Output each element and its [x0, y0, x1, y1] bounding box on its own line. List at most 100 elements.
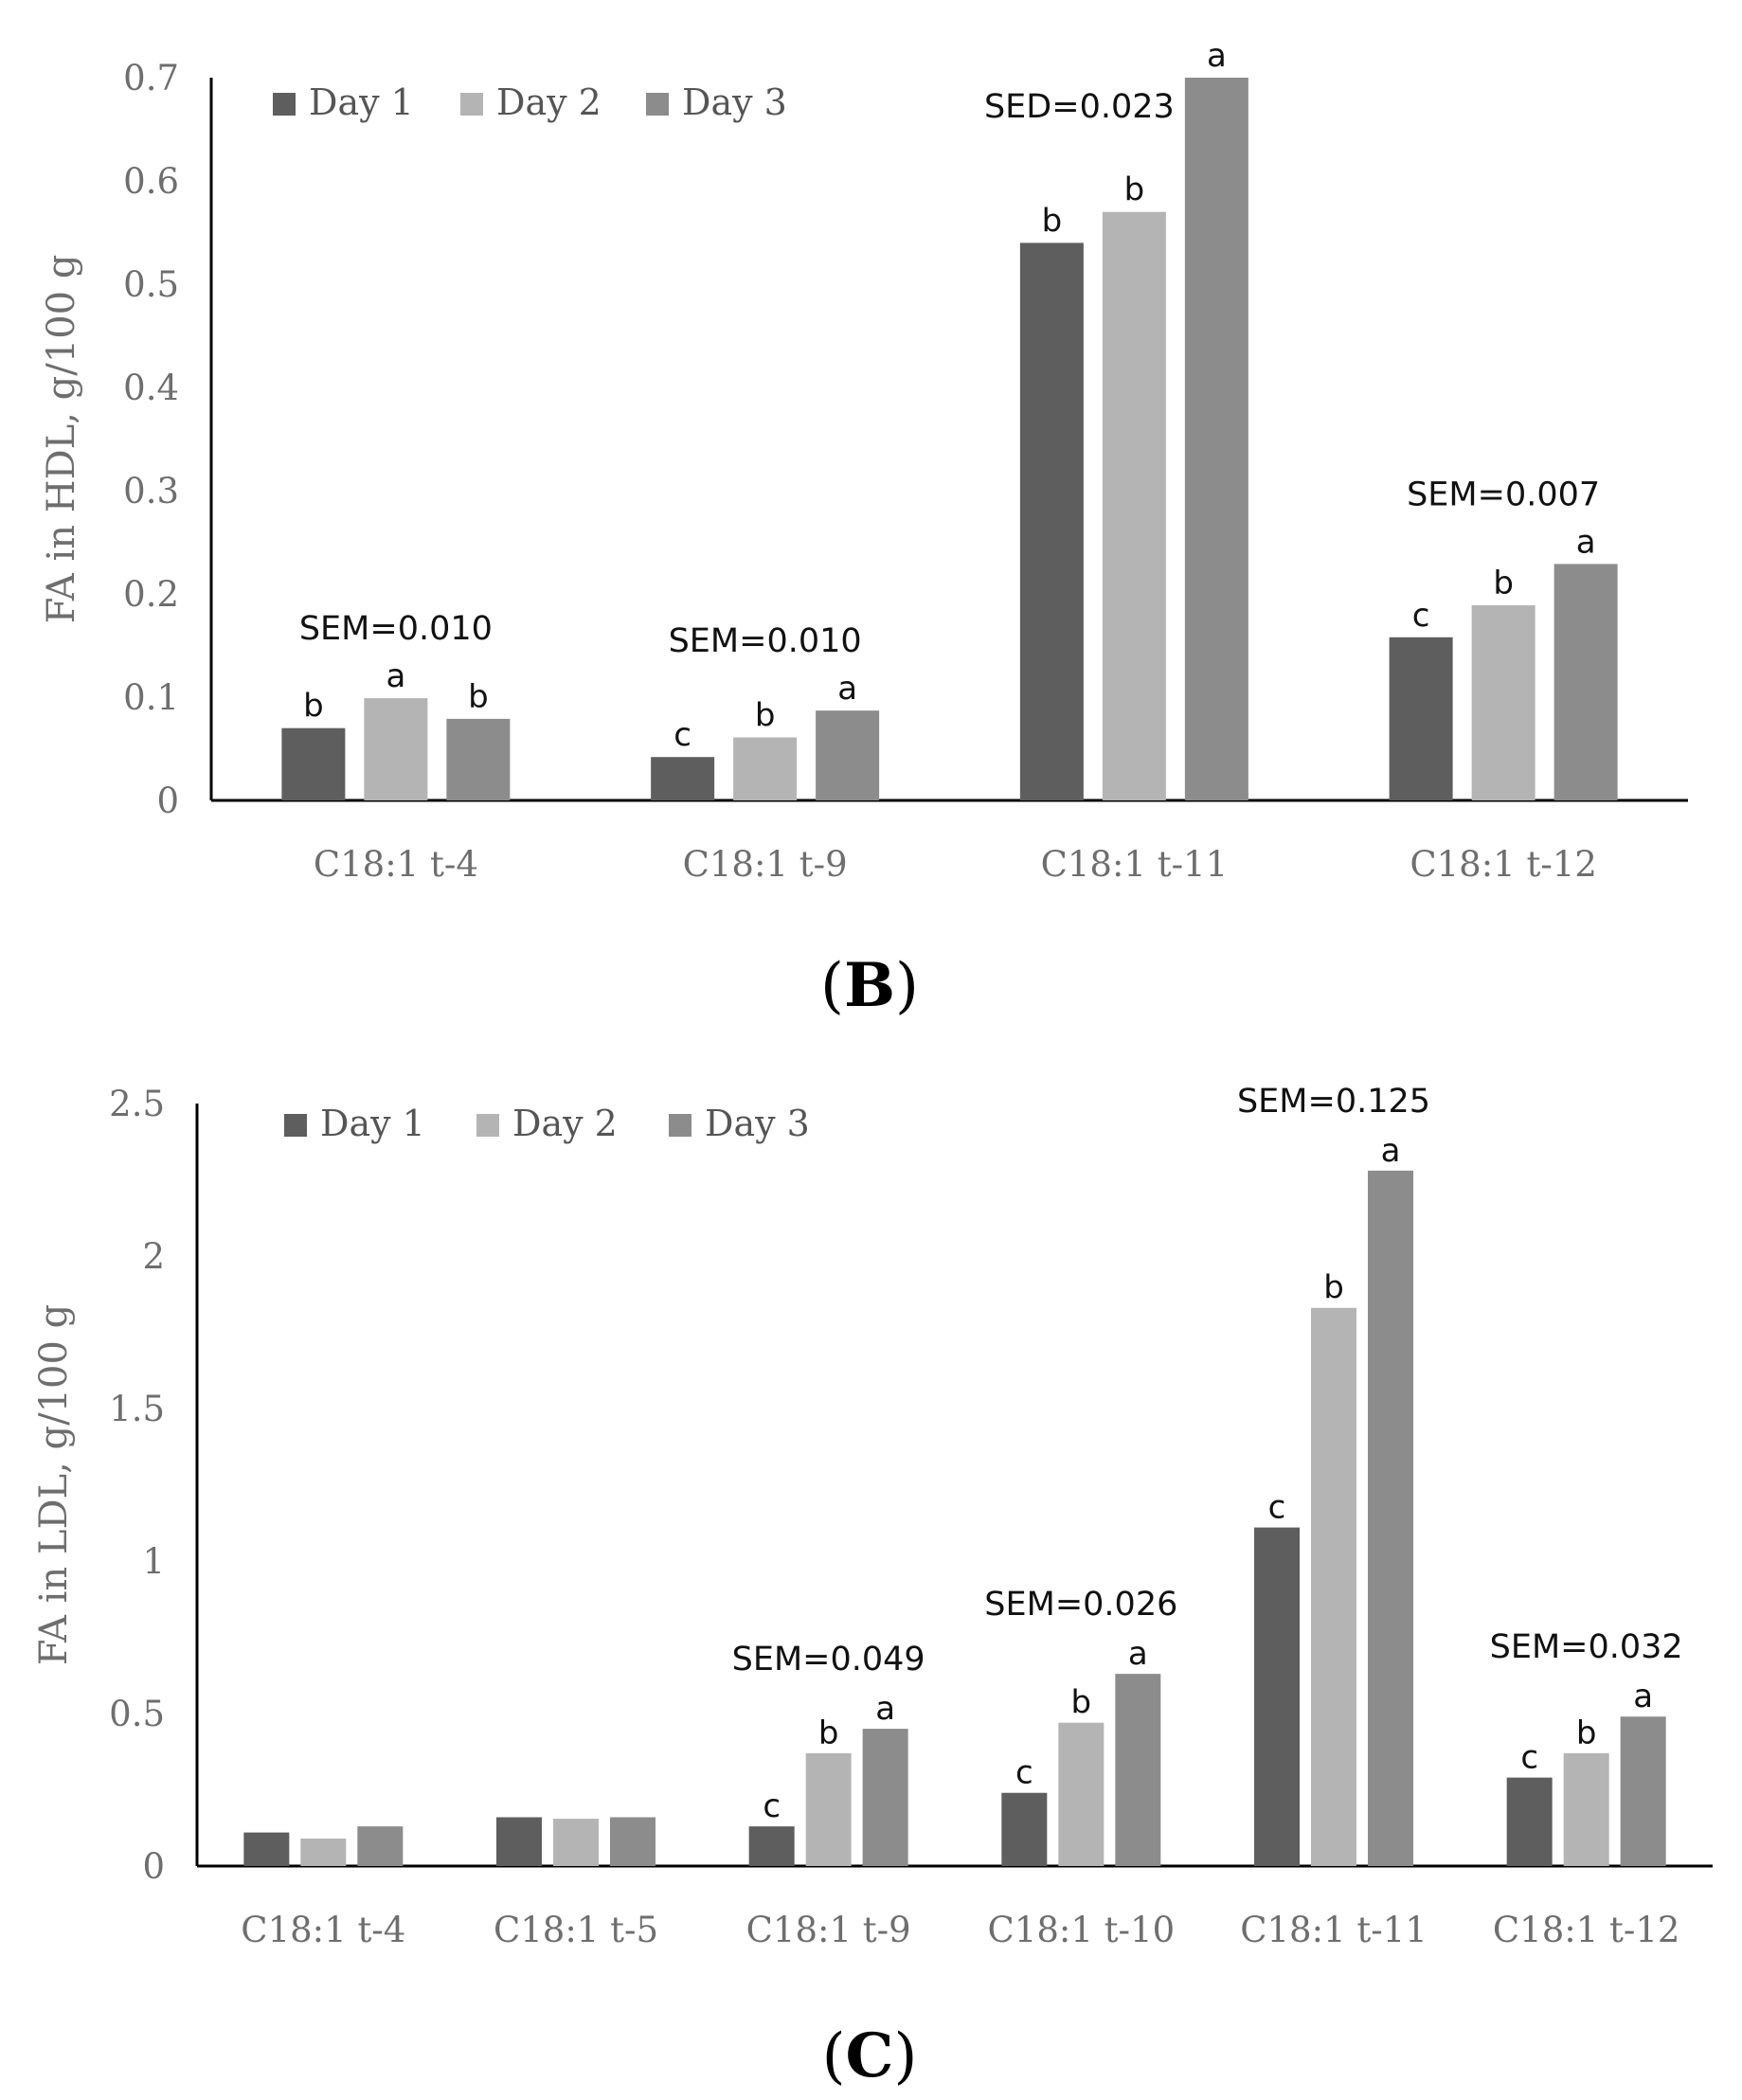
- significance-letter: c: [763, 1787, 781, 1825]
- bar-day-3: [1553, 564, 1618, 800]
- y-tick-label: 2: [142, 1236, 165, 1277]
- significance-letter: b: [303, 688, 324, 726]
- sem-annotation: SEM=0.010: [299, 610, 493, 648]
- significance-letter: c: [1412, 597, 1430, 635]
- legend-label: Day 3: [682, 81, 787, 123]
- significance-letter: a: [1381, 1132, 1401, 1170]
- y-tick-label: 0.2: [123, 574, 179, 615]
- legend-label: Day 1: [320, 1103, 425, 1144]
- bar-day-1: [1019, 242, 1084, 800]
- significance-letter: a: [1576, 523, 1596, 561]
- significance-letter: c: [673, 716, 691, 754]
- bar-day-1: [281, 727, 346, 800]
- legend-swatch: [669, 1114, 691, 1137]
- y-tick-label: 1: [142, 1541, 165, 1582]
- bar-day-3: [610, 1817, 655, 1866]
- significance-letter: b: [1042, 202, 1063, 240]
- legend-swatch: [646, 93, 669, 116]
- sem-annotation: SEM=0.032: [1490, 1628, 1683, 1666]
- y-tick-label: 1.5: [109, 1389, 165, 1429]
- bar-day-2: [805, 1752, 852, 1866]
- bar-day-2: [1058, 1722, 1104, 1866]
- sem-annotation: SEM=0.007: [1407, 476, 1600, 513]
- panel-label-b: (B): [820, 950, 919, 1021]
- bar-day-1: [748, 1826, 795, 1866]
- x-tick-label: C18:1 t-4: [314, 844, 478, 885]
- x-tick-label: C18:1 t-12: [1410, 844, 1597, 885]
- bar-day-2: [300, 1839, 347, 1866]
- bar-day-3: [1368, 1170, 1413, 1866]
- significance-letter: a: [386, 657, 405, 695]
- y-tick-label: 0.1: [123, 677, 179, 718]
- bar-day-2: [1471, 604, 1535, 800]
- significance-letter: b: [1323, 1269, 1344, 1307]
- hdl-bar-chart: 0 0.1 0.2 0.3 0.4 0.5 0.6 0.7 FA in HDL, g/100 g…: [40, 37, 1688, 885]
- significance-letter: b: [818, 1714, 839, 1752]
- sem-annotation: SEM=0.049: [732, 1641, 925, 1678]
- x-tick-label: C18:1 t-5: [494, 1910, 658, 1950]
- legend-swatch: [284, 1114, 307, 1137]
- sem-annotation: SED=0.023: [984, 88, 1175, 126]
- bar-day-3: [1620, 1716, 1666, 1866]
- bar-day-3: [816, 710, 880, 800]
- significance-letter: b: [1071, 1684, 1092, 1722]
- significance-letter: c: [1268, 1489, 1286, 1527]
- bar-day-2: [1311, 1307, 1356, 1866]
- sem-annotation: SEM=0.026: [984, 1586, 1177, 1624]
- y-axis-title: FA in HDL, g/100 g: [40, 255, 83, 624]
- y-tick-label: 0.3: [123, 471, 179, 512]
- significance-letter: c: [1520, 1739, 1538, 1777]
- significance-letter: c: [1015, 1754, 1033, 1792]
- bar-day-2: [733, 737, 798, 800]
- bar-day-1: [1506, 1777, 1553, 1866]
- significance-letter: a: [1128, 1635, 1148, 1673]
- x-tick-label: C18:1 t-11: [1041, 844, 1229, 885]
- bar-day-2: [364, 698, 428, 800]
- ldl-bar-chart: 0 0.5 1 1.5 2 2.5 FA in LDL, g/100 g C18:1 t-4 C…: [32, 1083, 1713, 1950]
- significance-letter: a: [1207, 37, 1227, 75]
- x-tick-label: C18:1 t-9: [683, 844, 848, 885]
- bar-day-1: [1001, 1792, 1048, 1866]
- significance-letter: a: [1633, 1678, 1653, 1715]
- significance-letter: b: [1124, 171, 1145, 209]
- bar-day-1: [496, 1817, 542, 1866]
- bar-day-2: [1563, 1752, 1609, 1866]
- x-tick-label: C18:1 t-4: [241, 1910, 405, 1950]
- bar-day-1: [651, 757, 715, 800]
- y-tick-label: 0: [142, 1846, 165, 1887]
- bar-day-3: [1184, 78, 1248, 800]
- legend-label: Day 1: [309, 81, 414, 123]
- legend-swatch: [476, 1114, 499, 1137]
- x-tick-label: C18:1 t-11: [1240, 1910, 1428, 1950]
- bar-day-3: [357, 1826, 404, 1866]
- bar-day-3: [446, 718, 511, 800]
- y-tick-label: 0.5: [123, 264, 179, 305]
- significance-letter: a: [837, 670, 857, 708]
- y-axis-title: FA in LDL, g/100 g: [32, 1304, 76, 1666]
- y-tick-label: 0.4: [123, 368, 179, 408]
- y-tick-label: 0.5: [109, 1694, 165, 1734]
- bar-day-2: [553, 1819, 599, 1866]
- bar-day-1: [243, 1832, 290, 1866]
- x-tick-label: C18:1 t-12: [1493, 1910, 1680, 1950]
- sem-annotation: SEM=0.125: [1237, 1083, 1430, 1121]
- y-tick-label: 2.5: [109, 1084, 165, 1124]
- significance-letter: a: [875, 1690, 895, 1728]
- y-tick-label: 0.7: [123, 58, 179, 99]
- bar-day-3: [1115, 1674, 1161, 1866]
- bar-day-2: [1102, 211, 1166, 800]
- bar-day-1: [1389, 637, 1453, 800]
- x-tick-label: C18:1 t-9: [746, 1910, 911, 1950]
- bar-day-3: [862, 1729, 908, 1866]
- legend-swatch: [273, 93, 296, 116]
- bar-day-1: [1254, 1527, 1300, 1866]
- x-tick-label: C18:1 t-10: [988, 1910, 1176, 1950]
- legend-swatch: [460, 93, 483, 116]
- significance-letter: b: [1493, 565, 1514, 602]
- panel-label-c: (C): [822, 2020, 918, 2091]
- legend-label: Day 3: [705, 1103, 810, 1144]
- significance-letter: b: [468, 678, 489, 716]
- y-tick-label: 0.6: [123, 161, 179, 202]
- significance-letter: b: [1576, 1714, 1597, 1752]
